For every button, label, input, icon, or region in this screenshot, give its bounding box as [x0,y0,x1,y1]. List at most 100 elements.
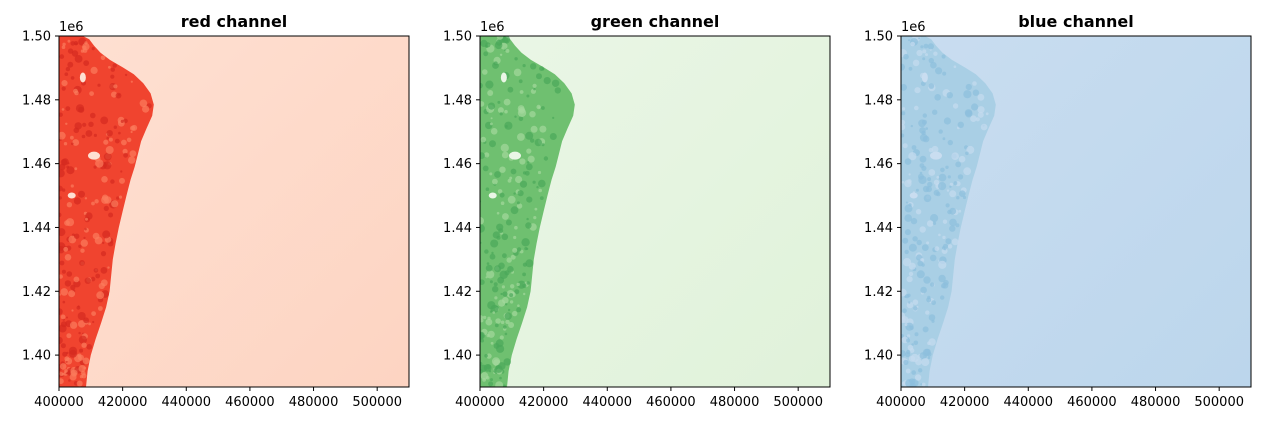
land-texture [534,138,542,147]
land-texture [480,224,485,233]
land-texture [946,189,950,192]
land-texture [904,249,909,255]
land-texture [552,116,555,119]
land-texture [66,202,73,208]
land-texture [130,80,133,83]
land-texture [934,94,941,101]
land-texture [485,276,488,279]
land-texture [908,262,916,270]
land-texture [940,295,945,300]
land-texture [930,214,939,223]
land-texture [506,257,512,263]
land-texture [502,384,506,387]
land-texture [927,356,931,360]
land-texture [100,267,108,274]
land-texture [483,152,490,158]
land-texture [908,243,917,252]
land-texture [100,279,108,287]
land-texture [922,326,929,333]
land-texture [905,322,914,331]
x-tick-label: 460000 [225,395,275,410]
land-texture [965,110,973,118]
lagoon [79,72,86,83]
land-texture [923,194,932,203]
land-texture [80,248,85,253]
y-tick-label: 1.44 [443,221,472,236]
land-texture [918,175,927,185]
land-texture [74,90,79,96]
land-texture [83,236,86,239]
land-texture [488,381,494,387]
land-texture [500,292,503,296]
land-texture [539,125,547,133]
x-tick-label: 440000 [582,395,632,410]
land-texture [490,128,498,135]
land-texture [947,175,951,179]
land-texture [522,283,527,288]
land-texture [930,282,935,287]
land-texture [903,53,909,60]
land-texture [532,180,536,184]
land-texture [487,90,494,96]
land-texture [103,161,112,170]
land-texture [922,113,927,118]
y-tick-label: 1.42 [22,285,51,300]
land-texture [908,39,911,42]
land-texture [79,260,85,266]
land-texture [72,139,80,146]
land-texture [920,383,923,386]
land-texture [115,92,122,99]
land-texture [934,246,940,252]
land-texture [106,136,109,140]
land-texture [521,238,530,247]
land-texture [102,241,105,245]
land-texture [917,260,924,267]
land-texture [931,300,936,306]
land-texture [85,217,88,221]
land-texture [485,318,493,326]
land-texture [922,57,926,61]
land-texture [71,309,74,312]
land-texture [75,42,78,46]
land-texture [59,260,65,266]
x-tick-label: 440000 [161,395,211,410]
land-texture [495,318,501,324]
land-texture [108,137,113,142]
land-texture [94,199,99,204]
land-texture [494,296,498,300]
land-texture [90,112,96,119]
land-texture [908,152,917,161]
land-texture [955,223,960,228]
land-texture [497,100,501,104]
land-texture [507,195,516,204]
land-texture [901,133,905,138]
land-texture [945,203,950,208]
land-texture [541,143,545,147]
land-texture [490,378,493,382]
land-texture [962,195,967,200]
land-texture [916,239,922,246]
land-texture [904,323,908,327]
land-texture [915,188,919,192]
y-tick-label: 1.40 [22,349,51,364]
x-tick-label: 500000 [773,395,823,410]
land-texture [489,172,493,176]
land-texture [512,247,518,253]
land-texture [509,176,513,180]
land-texture [906,301,914,309]
x-tick-label: 500000 [1194,395,1244,410]
land-texture [938,182,947,191]
land-texture [510,254,516,260]
land-texture [496,235,501,240]
land-texture [59,274,63,279]
land-texture [908,173,911,176]
land-texture [538,106,541,109]
land-texture [901,63,905,71]
land-texture [105,146,114,154]
land-texture [485,376,490,380]
land-texture [491,357,501,366]
land-texture [486,262,490,265]
land-texture [922,49,927,54]
lagoon [500,72,507,83]
lagoon [509,151,521,160]
